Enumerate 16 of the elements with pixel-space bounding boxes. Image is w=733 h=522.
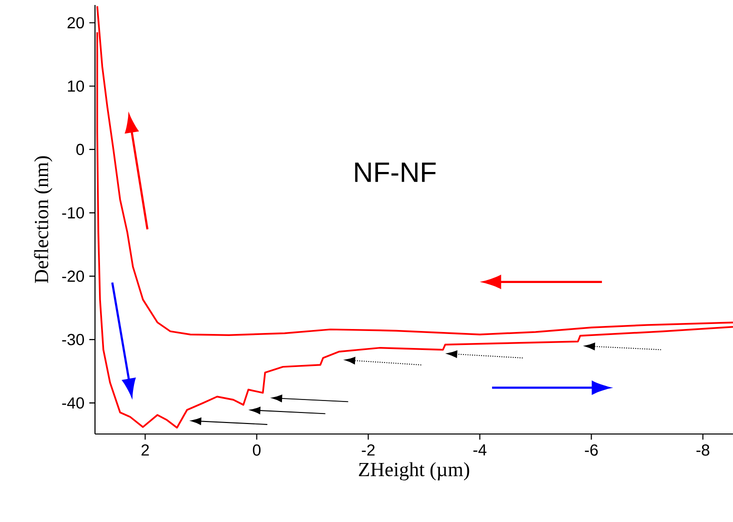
y-tick-label: -30 [62, 334, 84, 346]
y-tick-label: 20 [68, 17, 84, 28]
x-axis-title: ZHeight (µm) [358, 462, 470, 480]
y-tick-label: -40 [62, 397, 84, 409]
x-tick-label: 0 [252, 444, 261, 456]
x-tick-label: 2 [142, 444, 149, 456]
y-axis-title: Deflection (nm) [34, 156, 52, 284]
x-tick-label: -2 [362, 444, 375, 456]
y-tick-label: 0 [76, 144, 84, 156]
x-tick-label: -8 [696, 444, 710, 456]
annotation: NF-NF [355, 162, 436, 182]
y-tick-label: 10 [68, 80, 84, 92]
y-tick-label: -20 [62, 270, 84, 282]
x-tick-label: -6 [584, 444, 598, 456]
y-tick-label: -10 [62, 207, 84, 218]
x-tick-label: -4 [473, 444, 486, 456]
